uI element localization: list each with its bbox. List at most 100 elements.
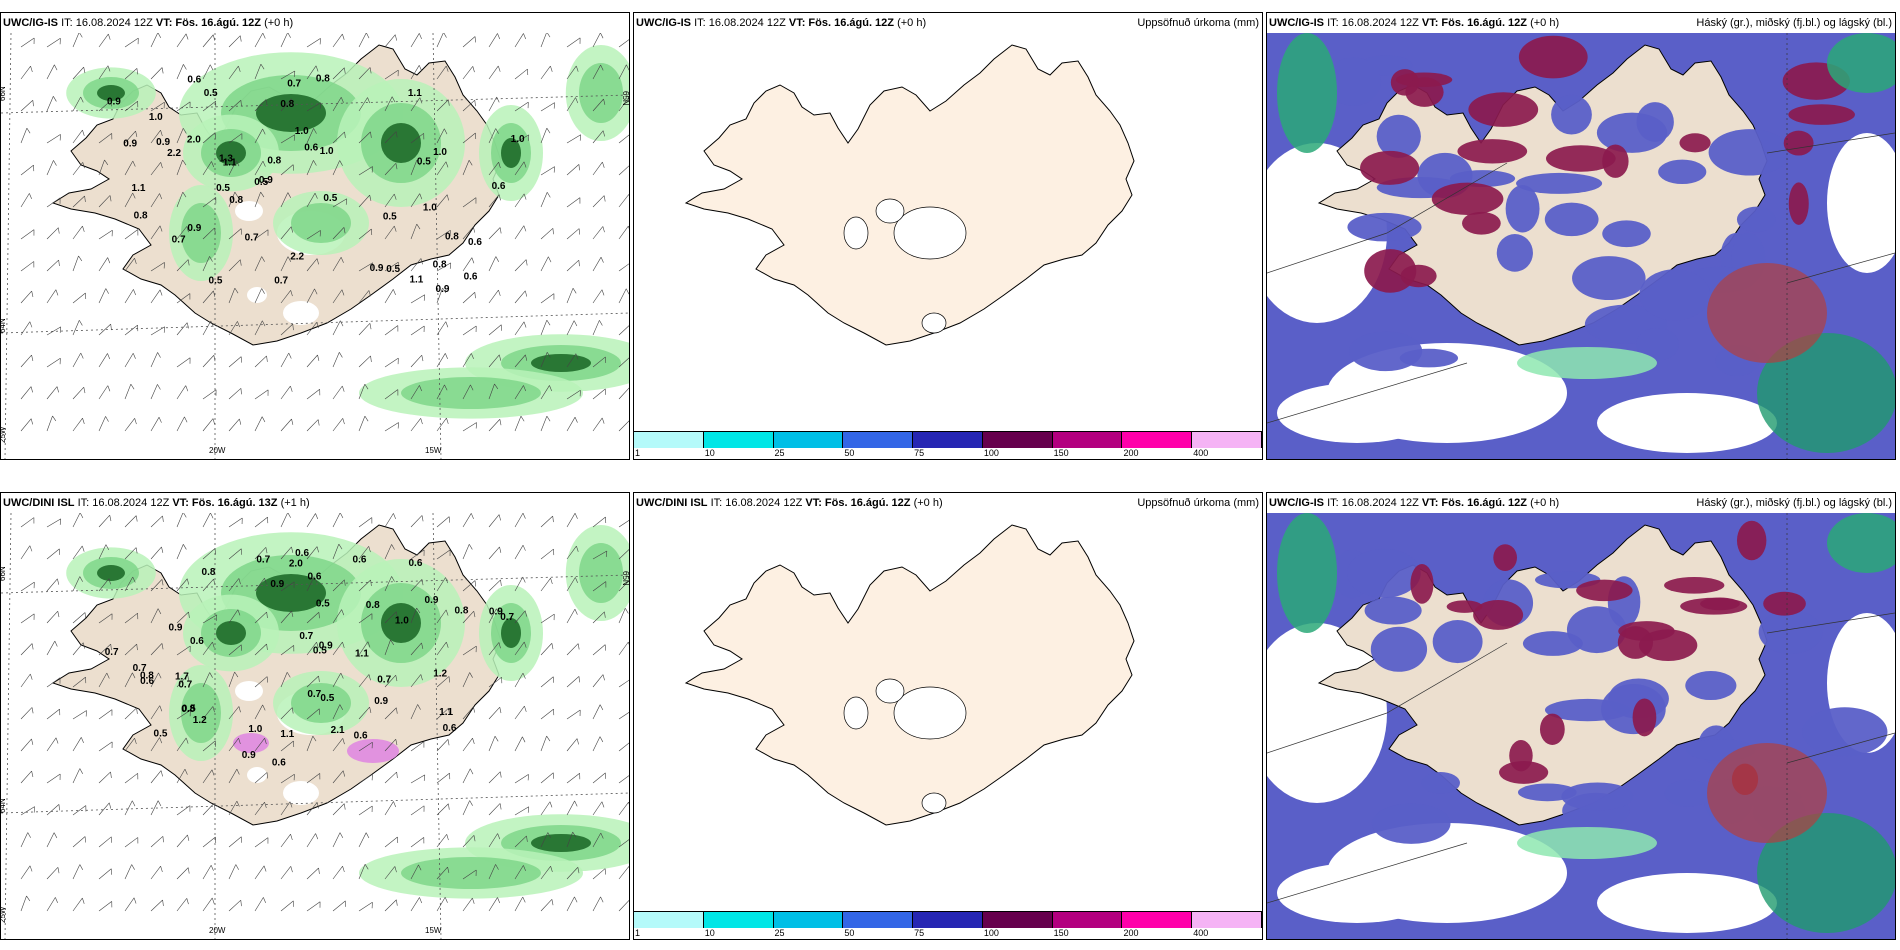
mid-cloud-area xyxy=(1664,779,1713,807)
precip-value-label: 0.9 xyxy=(319,640,333,651)
precip-field xyxy=(66,525,629,899)
high-cloud-area xyxy=(1788,182,1809,225)
colorbar-tick-label: 400 xyxy=(1193,928,1209,938)
wind-barbs xyxy=(20,33,629,432)
colorbar-tick-label: 10 xyxy=(704,448,715,458)
colorbar-swatch xyxy=(843,432,914,448)
colorbar-tick-label: 50 xyxy=(844,928,855,938)
high-cloud-area xyxy=(1664,577,1725,594)
colorbar-tick-label: 75 xyxy=(914,448,925,458)
precip-value-label: 0.7 xyxy=(105,647,119,658)
precip-value-label: 0.5 xyxy=(316,598,330,609)
panel-title: UWC/IG-IS IT: 16.08.2024 12Z VT: Fös. 16… xyxy=(1269,17,1560,29)
wind-barbs xyxy=(20,513,629,912)
precip-area xyxy=(401,377,541,409)
precip-value-label: 0.7 xyxy=(274,275,288,286)
precip-value-label: 0.5 xyxy=(254,177,268,188)
precip-value-label: 1.1 xyxy=(223,157,237,168)
colorbar-swatch xyxy=(1052,912,1123,928)
graticule-line xyxy=(1766,612,1895,634)
high-cloud-area xyxy=(1360,150,1420,185)
precip-area xyxy=(181,683,221,743)
mid-cloud-area xyxy=(1376,114,1421,158)
high-cloud-area xyxy=(1473,599,1524,630)
colorbar-tick-label: 200 xyxy=(1123,448,1139,458)
colorbar-tick-label: 100 xyxy=(983,448,999,458)
precip-value-label: 0.5 xyxy=(386,264,400,275)
precip-value-label: 0.8 xyxy=(316,74,330,85)
colorbar-swatch xyxy=(773,432,844,448)
snow-area xyxy=(347,739,399,763)
precip-value-label: 0.7 xyxy=(287,78,301,89)
colorbar-tick-label: 25 xyxy=(774,448,785,458)
cloud-cover-map xyxy=(1267,33,1895,459)
glacier xyxy=(843,216,869,250)
precip-value-label: 0.6 xyxy=(304,143,318,154)
colorbar-swatch xyxy=(843,912,914,928)
panel-title: UWC/DINI ISL IT: 16.08.2024 12Z VT: Fös.… xyxy=(3,497,310,509)
precip-value-label: 0.5 xyxy=(323,193,337,204)
colorbar-swatch xyxy=(703,432,774,448)
graticule-line xyxy=(1766,132,1895,154)
precip-value-label: 0.5 xyxy=(209,276,223,287)
precip-value-label: 0.6 xyxy=(190,636,204,647)
colorbar-tick-label: 25 xyxy=(774,928,785,938)
precip-value-label: 0.8 xyxy=(140,671,154,682)
precip-colorbar: 1 10 25 50 75 100 150 200 400 xyxy=(634,431,1262,459)
mid-cloud-area xyxy=(1399,348,1459,368)
high-cloud-area xyxy=(1457,139,1528,164)
high-cloud-area xyxy=(1493,544,1517,571)
glacier xyxy=(283,301,319,325)
precip-value-label: 0.9 xyxy=(489,607,503,618)
colorbar-swatch xyxy=(913,912,983,928)
high-cloud-area xyxy=(1468,92,1539,127)
mid-cloud-area xyxy=(1496,234,1533,272)
precip-value-label: 0.9 xyxy=(187,223,201,234)
lon-15w-label: 15W xyxy=(425,446,442,455)
colorbar-swatch xyxy=(634,432,704,448)
high-cloud-area xyxy=(1707,743,1827,843)
high-cloud-area xyxy=(1405,77,1444,107)
precip-value-label: 0.6 xyxy=(464,272,478,283)
mid-cloud-area xyxy=(1347,548,1421,598)
precip-value-label: 0.5 xyxy=(383,211,397,222)
precip-value-label: 1.1 xyxy=(132,183,146,194)
colorbar-tick-label: 150 xyxy=(1053,448,1069,458)
precip-value-label: 1.7 xyxy=(175,671,189,682)
precip-value-label: 0.8 xyxy=(181,704,195,715)
mid-cloud-area xyxy=(1364,596,1422,625)
precip-value-label: 0.6 xyxy=(409,558,423,569)
graticule-line xyxy=(1267,842,1468,904)
precip-core xyxy=(501,618,521,648)
panel-field-title: Háský (gr.), miðský (fj.bl.) og lágský (… xyxy=(1696,17,1892,29)
high-cloud-area xyxy=(1364,249,1417,293)
glacier xyxy=(247,287,267,303)
precip-value-label: 2.2 xyxy=(290,252,304,263)
lat-64n-label: 64N xyxy=(1,798,7,813)
clear-sky-area xyxy=(1267,143,1387,323)
precip-value-label: 0.6 xyxy=(295,548,309,559)
precip-area xyxy=(401,857,541,889)
precip-value-label: 0.8 xyxy=(229,195,243,206)
high-cloud-area xyxy=(1602,144,1629,178)
mid-cloud-area xyxy=(1421,772,1460,794)
clear-sky-area xyxy=(1827,133,1895,273)
precip-value-label: 0.9 xyxy=(374,696,388,707)
precip-value-label: 0.9 xyxy=(169,623,183,634)
precip-value-label: 0.9 xyxy=(107,96,121,107)
precip-value-label: 0.8 xyxy=(433,259,447,270)
precip-value-label: 0.5 xyxy=(216,183,230,194)
low-cloud-area xyxy=(1757,813,1895,933)
precip-value-label: 0.8 xyxy=(267,156,281,167)
high-cloud-area xyxy=(1462,211,1501,235)
cloud-cover-map xyxy=(1267,513,1895,939)
mid-cloud-area xyxy=(1636,102,1674,142)
precip-value-label: 0.9 xyxy=(425,595,439,606)
low-cloud-area xyxy=(1517,827,1657,859)
precip-core xyxy=(381,603,421,643)
mid-cloud-area xyxy=(1801,707,1888,757)
precip-value-label: 1.0 xyxy=(248,724,262,735)
snow-area xyxy=(233,733,269,753)
precip-value-label: 1.1 xyxy=(409,274,423,285)
high-cloud-area xyxy=(1700,597,1740,611)
